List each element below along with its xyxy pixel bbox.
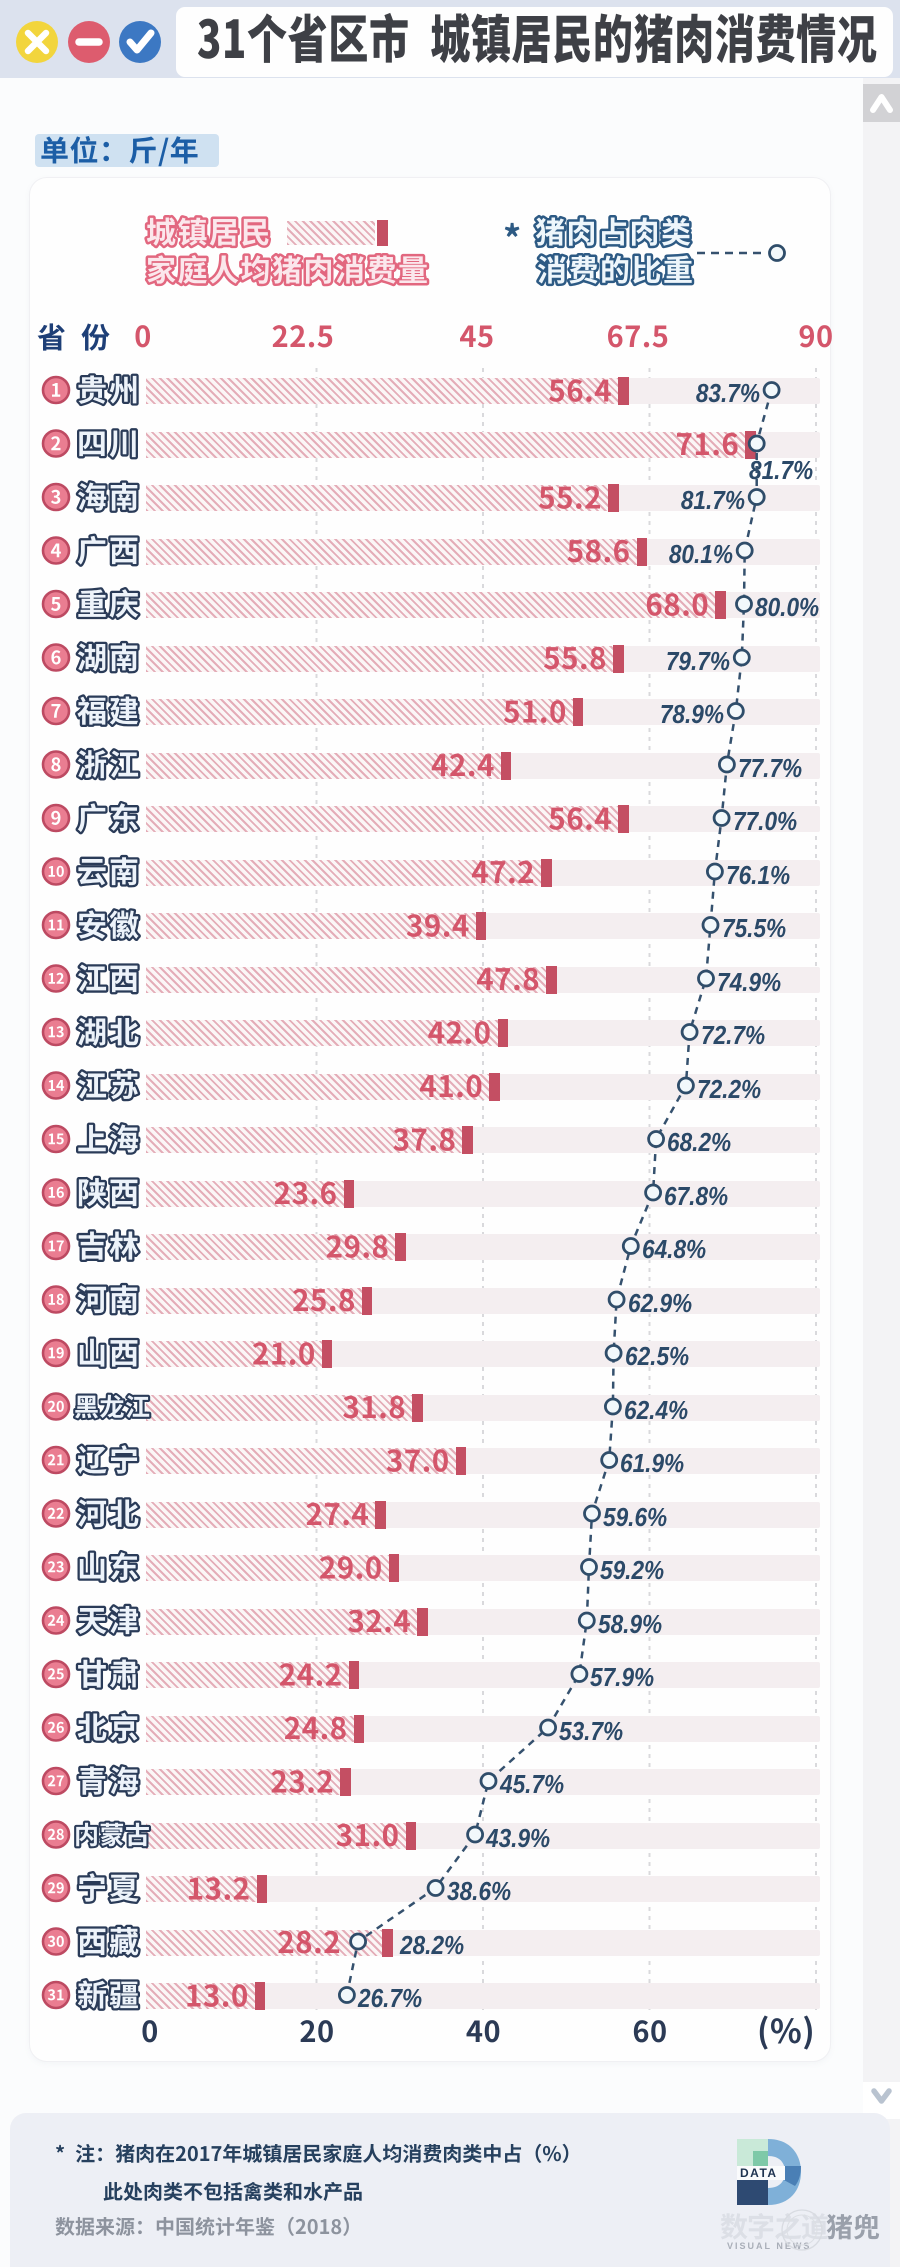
svg-text:DATA: DATA bbox=[740, 2166, 778, 2180]
